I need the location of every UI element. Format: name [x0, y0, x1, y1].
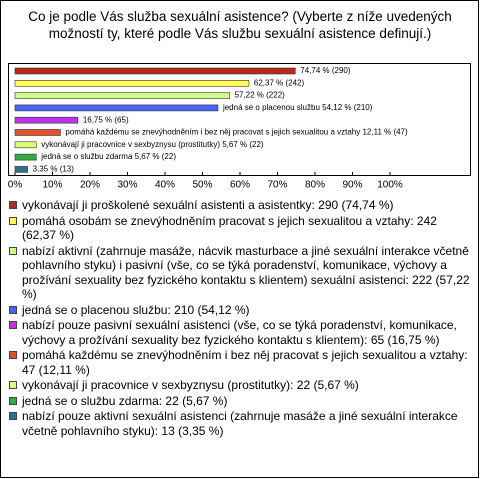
x-tick-label: 10%: [42, 180, 62, 191]
legend-item: pomáhá osobám se znevýhodněním pracovat …: [8, 214, 470, 243]
value-label: 16,75 % (65): [83, 115, 129, 124]
legend-label: jedná se o službu zdarma: 22 (5,67 %): [22, 393, 228, 408]
value-label: 74,74 % (290): [300, 66, 351, 75]
chart-title: Co je podle Vás služba sexuální asistenc…: [28, 9, 452, 41]
value-label: 3,35 % (13): [33, 165, 75, 174]
bar: [14, 92, 230, 99]
x-tick-label: 20%: [80, 180, 100, 191]
legend-label: nabízí aktivní (zahrnuje masáže, nácvik …: [22, 243, 470, 302]
legend-label: pomáhá každému se znevýhodněním i bez ně…: [22, 348, 468, 377]
legend-swatch: [9, 321, 17, 329]
legend-item: pomáhá každému se znevýhodněním i bez ně…: [8, 348, 470, 377]
legend-swatch: [9, 216, 17, 225]
x-tick-label: 40%: [155, 180, 175, 191]
legend-item: jedná se o službu zdarma: 22 (5,67 %): [8, 394, 470, 409]
bar: [14, 153, 37, 161]
legend-label: vykonávají ji pracovnice v sexbyznysu (p…: [22, 378, 359, 392]
legend-swatch: [9, 246, 17, 255]
bar: [14, 80, 250, 87]
value-label: 62,37 % (242): [254, 78, 305, 87]
legend-item: nabízí pouze pasivní sexuální asistenci …: [8, 318, 470, 347]
legend-swatch: [9, 305, 17, 314]
value-label: jedná se o placenou službu 54,12 % (210): [222, 103, 373, 112]
bar: [14, 141, 37, 149]
x-tick-label: 90%: [342, 180, 362, 191]
value-label: pomáhá každému se znevýhodněním i bez ně…: [65, 128, 408, 137]
legend-item: vykonávají ji pracovnice v sexbyznysu (p…: [8, 378, 470, 393]
legend-item: jedná se o placenou službu: 210 (54,12 %…: [8, 303, 470, 318]
legend-item: nabízí aktivní (zahrnuje masáže, nácvik …: [8, 244, 470, 302]
x-tick-label: 30%: [117, 180, 137, 191]
x-tick-label: 60%: [230, 180, 250, 191]
x-tick-label: 0%: [8, 180, 23, 191]
legend-swatch: [9, 351, 17, 359]
bar: [14, 129, 61, 136]
bar: [14, 116, 79, 124]
legend-label: jedná se o placenou službu: 210 (54,12 %…: [22, 302, 250, 317]
bar: [14, 166, 28, 173]
legend-label: nabízí pouze aktivní sexuální asistenci …: [22, 409, 458, 438]
bar: [14, 67, 296, 75]
x-tick-label: 80%: [305, 180, 325, 191]
legend-swatch: [9, 201, 17, 209]
legend: vykonávají ji proškolené sexuální asiste…: [8, 198, 470, 439]
legend-item: vykonávají ji proškolené sexuální asiste…: [8, 198, 470, 213]
value-label: 57,22 % (222): [235, 91, 286, 100]
x-tick-label: 50%: [192, 180, 212, 191]
x-tick-label: 100%: [377, 180, 403, 191]
legend-swatch: [9, 381, 17, 389]
legend-swatch: [9, 396, 17, 405]
legend-label: pomáhá osobám se znevýhodněním pracovat …: [22, 213, 437, 243]
x-tick-label: 70%: [267, 180, 287, 191]
value-label: jedná se o službu zdarma 5,67 % (22): [40, 152, 176, 161]
legend-label: vykonávají ji proškolené sexuální asiste…: [22, 198, 394, 212]
value-label: vykonávají ji pracovnice v sexbyznysu (p…: [41, 140, 264, 149]
legend-label: nabízí pouze pasivní sexuální asistenci …: [22, 318, 457, 347]
legend-item: nabízí pouze aktivní sexuální asistenci …: [8, 409, 470, 438]
bar: [14, 104, 219, 112]
legend-swatch: [9, 412, 17, 420]
